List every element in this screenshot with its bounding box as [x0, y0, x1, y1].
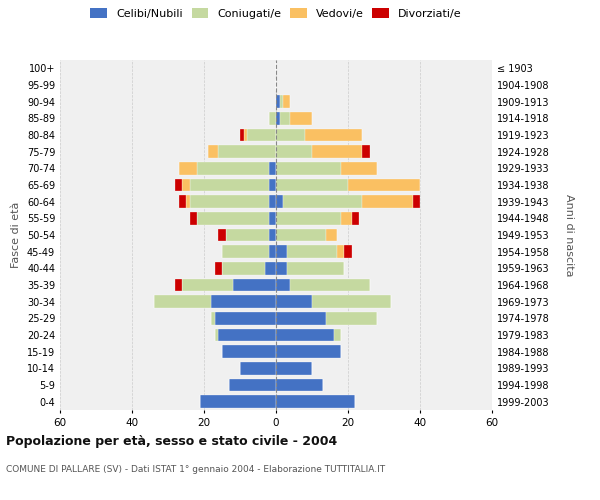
- Bar: [276, 262, 287, 274]
- Bar: [218, 329, 276, 341]
- Bar: [182, 279, 233, 291]
- Bar: [341, 212, 352, 224]
- Bar: [244, 128, 247, 141]
- Bar: [190, 179, 269, 191]
- Bar: [276, 179, 348, 191]
- Bar: [280, 96, 283, 108]
- Y-axis label: Fasce di età: Fasce di età: [11, 202, 21, 268]
- Bar: [276, 379, 323, 391]
- Bar: [290, 112, 312, 124]
- Bar: [269, 229, 276, 241]
- Bar: [276, 296, 312, 308]
- Bar: [283, 96, 290, 108]
- Bar: [334, 329, 341, 341]
- Bar: [269, 162, 276, 174]
- Bar: [276, 346, 341, 358]
- Bar: [190, 212, 197, 224]
- Bar: [276, 329, 334, 341]
- Legend: Celibi/Nubili, Coniugati/e, Vedovi/e, Divorziati/e: Celibi/Nubili, Coniugati/e, Vedovi/e, Di…: [91, 8, 461, 19]
- Bar: [240, 128, 244, 141]
- Bar: [186, 196, 190, 208]
- Bar: [276, 312, 326, 324]
- Bar: [341, 162, 377, 174]
- Bar: [276, 212, 341, 224]
- Bar: [280, 112, 290, 124]
- Bar: [290, 279, 370, 291]
- Bar: [276, 229, 326, 241]
- Bar: [215, 329, 218, 341]
- Bar: [222, 246, 269, 258]
- Bar: [154, 296, 211, 308]
- Bar: [197, 162, 269, 174]
- Bar: [197, 212, 269, 224]
- Bar: [413, 196, 420, 208]
- Bar: [269, 112, 276, 124]
- Bar: [233, 279, 276, 291]
- Y-axis label: Anni di nascita: Anni di nascita: [563, 194, 574, 276]
- Bar: [362, 146, 370, 158]
- Bar: [240, 362, 276, 374]
- Bar: [226, 229, 269, 241]
- Bar: [276, 246, 287, 258]
- Bar: [276, 362, 312, 374]
- Bar: [362, 196, 413, 208]
- Bar: [269, 246, 276, 258]
- Bar: [326, 229, 337, 241]
- Bar: [229, 379, 276, 391]
- Bar: [215, 262, 222, 274]
- Bar: [200, 396, 276, 408]
- Bar: [326, 312, 377, 324]
- Bar: [276, 128, 305, 141]
- Bar: [208, 146, 218, 158]
- Bar: [337, 246, 344, 258]
- Bar: [179, 162, 197, 174]
- Bar: [215, 312, 276, 324]
- Bar: [348, 179, 420, 191]
- Bar: [276, 396, 355, 408]
- Text: Popolazione per età, sesso e stato civile - 2004: Popolazione per età, sesso e stato civil…: [6, 435, 337, 448]
- Bar: [269, 196, 276, 208]
- Bar: [175, 179, 182, 191]
- Bar: [179, 196, 186, 208]
- Bar: [175, 279, 182, 291]
- Bar: [312, 296, 391, 308]
- Bar: [287, 246, 337, 258]
- Bar: [276, 196, 283, 208]
- Bar: [269, 212, 276, 224]
- Bar: [312, 146, 362, 158]
- Bar: [182, 179, 190, 191]
- Bar: [211, 312, 215, 324]
- Bar: [222, 346, 276, 358]
- Bar: [276, 162, 341, 174]
- Bar: [276, 96, 280, 108]
- Bar: [283, 196, 362, 208]
- Bar: [218, 229, 226, 241]
- Bar: [269, 179, 276, 191]
- Bar: [276, 279, 290, 291]
- Bar: [287, 262, 344, 274]
- Bar: [222, 262, 265, 274]
- Bar: [265, 262, 276, 274]
- Bar: [352, 212, 359, 224]
- Bar: [344, 246, 352, 258]
- Bar: [218, 146, 276, 158]
- Bar: [305, 128, 362, 141]
- Bar: [211, 296, 276, 308]
- Bar: [247, 128, 276, 141]
- Text: COMUNE DI PALLARE (SV) - Dati ISTAT 1° gennaio 2004 - Elaborazione TUTTITALIA.IT: COMUNE DI PALLARE (SV) - Dati ISTAT 1° g…: [6, 465, 385, 474]
- Bar: [276, 146, 312, 158]
- Bar: [190, 196, 269, 208]
- Bar: [276, 112, 280, 124]
